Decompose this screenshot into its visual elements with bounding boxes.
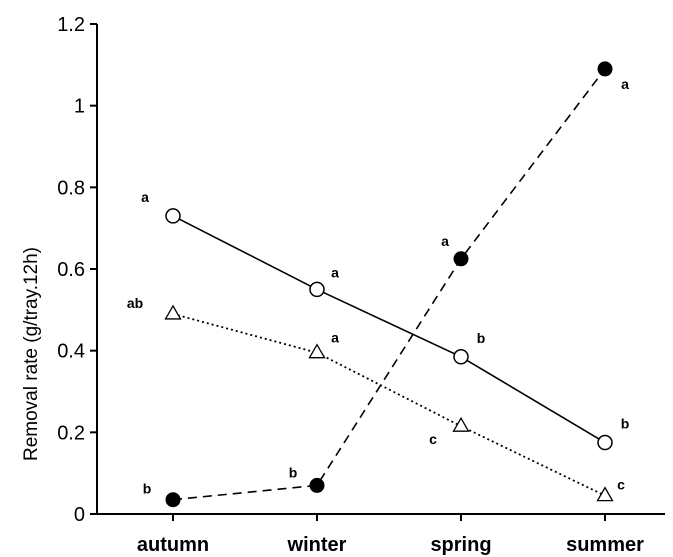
significance-label: c [429,431,437,447]
open-triangle-marker [164,304,182,320]
filled-circle-marker [597,61,613,77]
x-category-label: spring [430,534,491,556]
y-tick-label: 1.2 [57,14,85,36]
significance-label: c [617,477,625,493]
open-circle-marker [165,208,181,224]
filled-circle-marker [309,477,325,493]
y-tick-label: 0.2 [57,422,85,444]
open-circle-marker [597,434,613,451]
significance-label: b [289,464,298,480]
open-circle-marker [453,349,469,365]
filled-circle-marker [453,251,469,267]
open-triangle-marker [596,486,614,502]
y-axis-label: Removal rate (g/tray.12h) [21,247,42,461]
open-triangle-marker [308,343,326,359]
x-category-label: autumn [137,534,209,556]
significance-label: a [331,330,339,346]
open-circle-marker [309,281,325,298]
y-tick-label: 0 [74,504,85,526]
filled-circle-marker [165,492,181,508]
significance-label: ab [127,295,143,311]
y-tick-label: 0.6 [57,259,85,281]
significance-label: a [331,264,339,280]
significance-label: a [441,233,449,249]
axes [96,24,665,515]
open-triangle-marker [452,416,470,432]
y-tick-label: 0.8 [57,177,85,199]
y-tick-label: 0.4 [57,341,85,363]
y-tick-label: 1 [74,96,85,118]
x-category-label: summer [566,534,644,556]
significance-label: a [141,189,149,205]
significance-label: b [143,481,152,497]
x-category-label: winter [287,534,347,556]
series-line [172,313,606,497]
significance-label: a [621,76,629,92]
series-markers [164,61,614,508]
significance-label: b [477,330,486,346]
series-lines [172,68,606,501]
series-line [172,215,606,444]
series-line [172,68,606,501]
significance-label: b [621,416,630,432]
x-ticks: autumn winter spring summer [137,514,644,556]
y-ticks: 0 0.2 0.4 0.6 0.8 1 1.2 [57,14,97,526]
